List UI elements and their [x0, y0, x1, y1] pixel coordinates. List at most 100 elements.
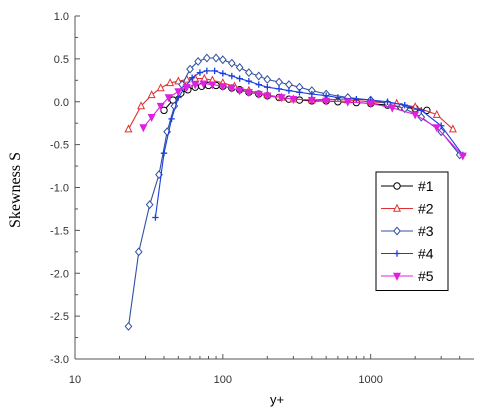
- x-axis-title: y+: [270, 392, 284, 407]
- data-point: [156, 83, 165, 92]
- series-4: [152, 67, 467, 221]
- series-line: [142, 83, 464, 157]
- y-tick-label: -0.5: [50, 140, 69, 152]
- data-point: [263, 74, 272, 84]
- data-point: [228, 72, 236, 80]
- x-tick-label: 10: [69, 374, 81, 386]
- legend-item-2: #2: [381, 201, 434, 217]
- data-point: [166, 78, 175, 87]
- data-point: [307, 96, 316, 105]
- legend-label: #2: [418, 201, 434, 217]
- legend-label: #1: [418, 178, 434, 194]
- data-point: [458, 152, 467, 161]
- data-point: [194, 56, 202, 66]
- data-point: [218, 83, 227, 92]
- legend-label: #3: [418, 223, 434, 239]
- data-point: [203, 67, 211, 75]
- data-point: [174, 76, 183, 85]
- series-layer: [124, 53, 467, 331]
- data-point: [203, 53, 211, 63]
- data-point: [227, 84, 236, 93]
- legend-label: #5: [418, 268, 434, 284]
- data-point: [353, 95, 360, 103]
- data-point: [277, 94, 286, 103]
- data-point: [285, 80, 293, 90]
- data-point: [411, 111, 420, 120]
- data-point: [334, 94, 342, 101]
- data-point: [156, 102, 165, 111]
- data-point: [254, 90, 263, 99]
- data-point: [343, 98, 352, 107]
- legend-item-3: #3: [381, 223, 434, 239]
- data-point: [296, 89, 303, 96]
- data-point: [235, 87, 244, 96]
- data-point: [134, 247, 143, 257]
- y-axis-title: Skewness S: [7, 152, 24, 228]
- data-point: [308, 90, 316, 98]
- data-point: [255, 81, 262, 88]
- data-point: [245, 68, 253, 78]
- legend-item-5: #5: [381, 268, 434, 284]
- legend-item-4: #4: [381, 246, 434, 262]
- data-point: [160, 150, 168, 157]
- data-point: [164, 94, 173, 103]
- data-point: [401, 101, 408, 109]
- data-point: [124, 321, 133, 331]
- data-point: [275, 85, 283, 93]
- data-point: [186, 64, 194, 74]
- data-point: [432, 109, 441, 118]
- data-point: [188, 74, 196, 81]
- data-point: [218, 55, 227, 65]
- data-point: [236, 75, 243, 82]
- data-point: [227, 58, 236, 68]
- data-point: [147, 113, 156, 123]
- data-point: [245, 77, 253, 85]
- legend-item-1: #1: [381, 178, 434, 194]
- data-point: [254, 71, 263, 81]
- x-tick-label: 1000: [358, 374, 382, 386]
- data-point: [168, 115, 175, 123]
- data-point: [199, 80, 208, 89]
- y-tick-label: 0.0: [54, 97, 69, 109]
- data-point: [191, 81, 200, 90]
- data-point: [263, 92, 272, 101]
- data-point: [211, 67, 218, 75]
- data-point: [235, 62, 244, 72]
- data-point: [152, 214, 159, 221]
- y-tick-label: 0.5: [54, 54, 69, 66]
- data-point: [139, 124, 148, 133]
- data-point: [182, 83, 191, 92]
- x-tick-label: 100: [214, 374, 232, 386]
- data-point: [388, 104, 397, 113]
- data-point: [289, 95, 298, 104]
- data-point: [212, 53, 220, 63]
- y-tick-label: -3.0: [50, 354, 69, 366]
- legend-marker: [392, 272, 402, 281]
- series-line: [154, 70, 464, 218]
- y-tick-label: -2.5: [50, 311, 69, 323]
- data-point: [418, 107, 425, 114]
- data-point: [448, 124, 457, 133]
- data-point: [196, 69, 204, 76]
- data-point: [147, 90, 156, 99]
- legend-label: #4: [418, 246, 434, 262]
- data-point: [244, 89, 253, 98]
- data-point: [219, 70, 227, 77]
- data-point: [366, 100, 375, 109]
- data-point: [145, 200, 154, 210]
- data-point: [208, 81, 217, 90]
- legend-marker: [392, 203, 402, 212]
- data-point: [264, 83, 271, 91]
- y-tick-label: -2.0: [50, 268, 69, 280]
- data-point: [285, 87, 293, 94]
- axes-layer: 1.0 0.5 0.0 -0.5 -1.0 -1.5 -2.0 -2.5 -3.010 100 10…: [50, 11, 474, 386]
- legend-marker: [393, 182, 401, 190]
- data-point: [275, 77, 283, 87]
- y-tick-label: -1.5: [50, 225, 69, 237]
- data-point: [124, 124, 133, 133]
- data-point: [322, 97, 331, 106]
- legend-marker: [393, 250, 401, 257]
- data-point: [174, 88, 183, 97]
- legend-marker: [393, 226, 401, 236]
